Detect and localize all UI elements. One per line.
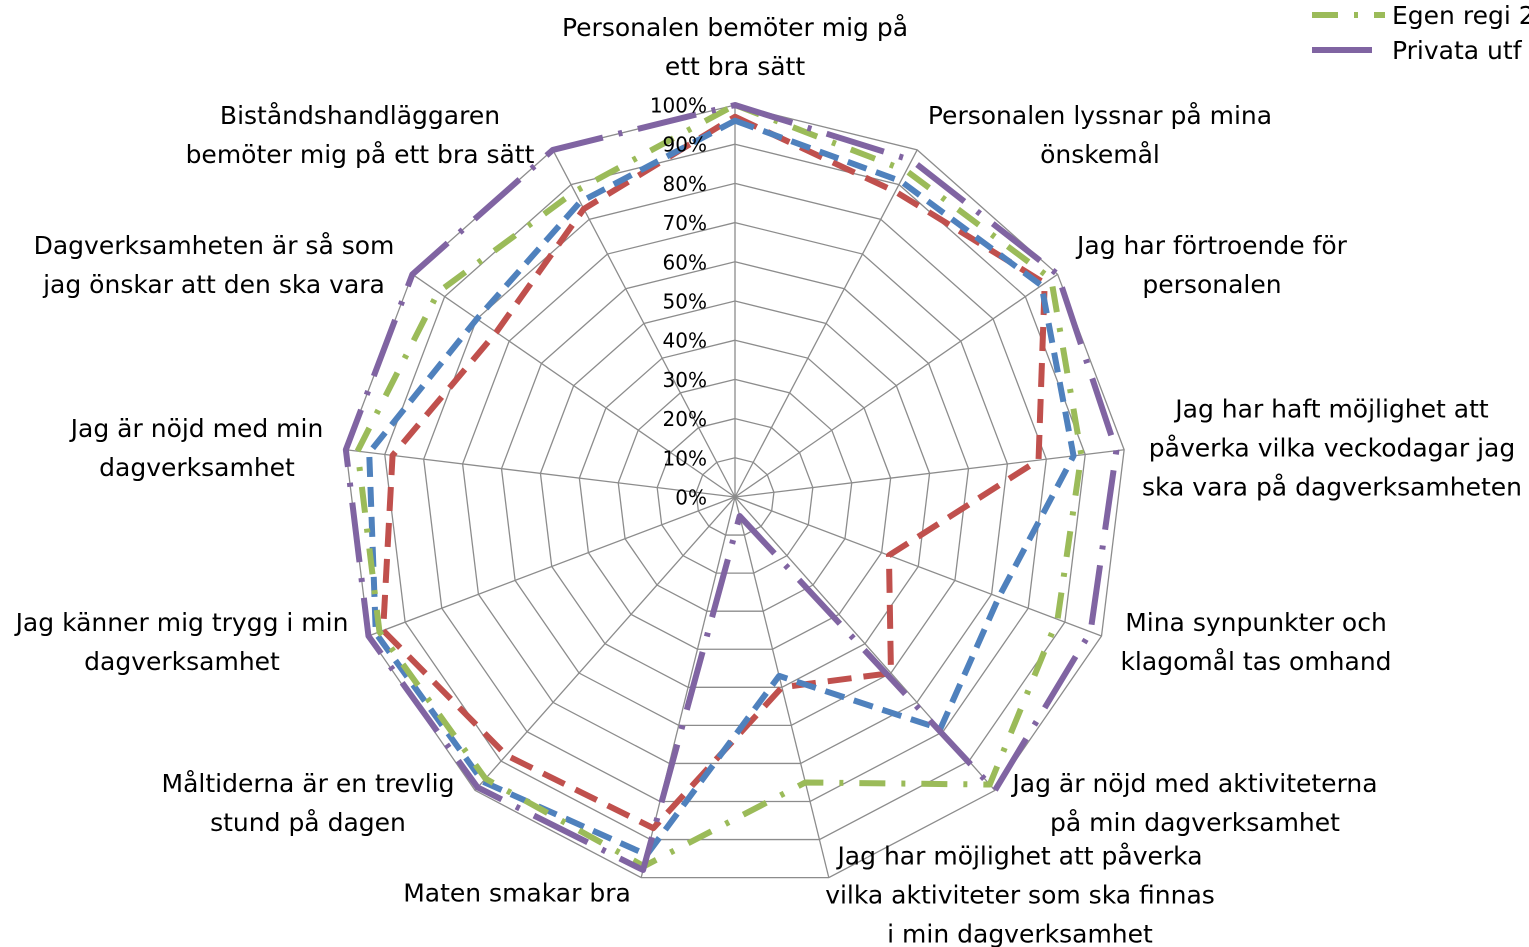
category-label: Jag är nöjd med aktiviteterna på min dag… (1012, 769, 1378, 837)
category-label: Personalen bemöter mig på ett bra sätt (561, 13, 909, 81)
category-label: Jag känner mig trygg i min dagverksamhet (15, 608, 349, 676)
series-line (366, 117, 1077, 858)
category-label: Jag har förtroende för personalen (1077, 231, 1347, 299)
y-tick-label: 30% (663, 368, 707, 392)
category-label: Biståndshandläggaren bemöter mig på ett … (185, 101, 535, 169)
grid-ring (384, 143, 1086, 841)
category-label: Mina synpunkter och klagomål tas omhand (1120, 608, 1392, 676)
category-label: Dagverksamheten är så som jag önskar att… (33, 231, 395, 299)
category-label: Måltiderna är en trevlig stund på dagen (161, 769, 455, 837)
y-tick-label: 90% (663, 133, 707, 157)
grid-ring (617, 378, 853, 612)
series-line (354, 102, 1085, 870)
category-label: Jag har möjlighet att påverka vilka akti… (825, 841, 1215, 947)
grid-ring (423, 182, 1047, 803)
grid-ring (656, 417, 814, 574)
grid-ring (461, 221, 1009, 765)
legend-label: Egen regi 2 (1392, 1, 1529, 30)
category-label: Jag har haft möjlighet att påverka vilka… (1141, 394, 1523, 502)
grid-ring (695, 457, 775, 536)
y-tick-label: 50% (663, 290, 707, 314)
category-label: Maten smakar bra (403, 878, 631, 908)
category-label: Jag är nöjd med min dagverksamhet (70, 414, 324, 482)
y-tick-label: 40% (663, 329, 707, 353)
y-tick-label: 100% (650, 94, 707, 118)
y-tick-label: 20% (663, 407, 707, 431)
y-tick-label: 0% (675, 486, 707, 510)
y-tick-label: 10% (663, 446, 707, 470)
series-line (342, 102, 1120, 873)
grid-ring (500, 261, 970, 727)
y-tick-label: 60% (663, 250, 707, 274)
legend-label: Privata utf (1392, 36, 1523, 65)
grid-ring (578, 339, 892, 650)
y-tick-label: 70% (663, 211, 707, 235)
y-tick-label: 80% (663, 172, 707, 196)
category-label: Personalen lyssnar på mina önskemål (927, 101, 1273, 169)
grid-ring (539, 300, 931, 688)
